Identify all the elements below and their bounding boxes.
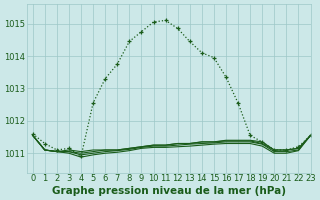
X-axis label: Graphe pression niveau de la mer (hPa): Graphe pression niveau de la mer (hPa)	[52, 186, 286, 196]
